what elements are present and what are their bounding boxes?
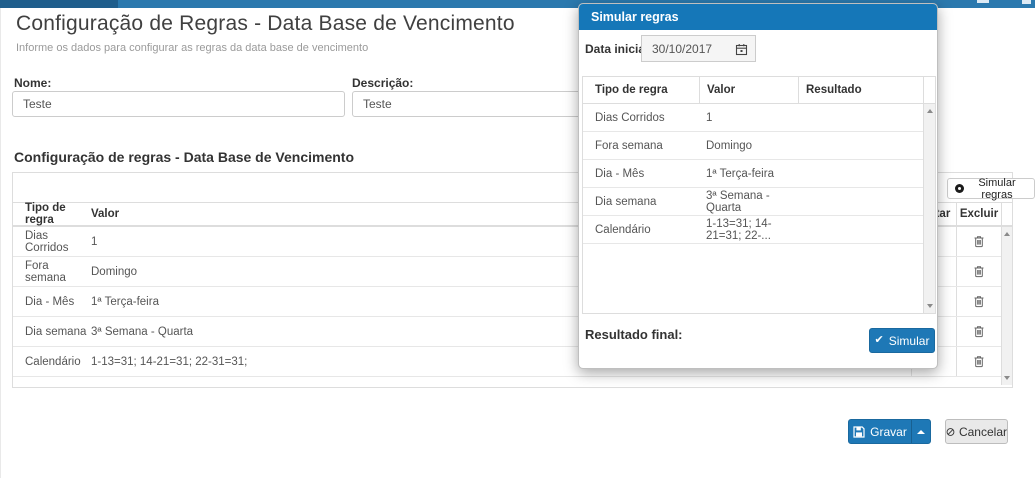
check-icon: ✔ xyxy=(874,334,884,346)
table-row: Calendário 1-13=31; 14-21=31; 22-31=31; xyxy=(13,347,1012,377)
cell-valor: Domingo xyxy=(91,265,138,278)
cell-tipo: Fora semana xyxy=(25,259,66,284)
nome-label: Nome: xyxy=(14,76,52,90)
table-row: Dia semana 3ª Semana - Quarta xyxy=(13,317,1012,347)
cell-tipo: Dia semana xyxy=(25,325,87,338)
gravar-dropup-toggle[interactable] xyxy=(911,420,930,443)
cell-tipo: Dias Corridos xyxy=(25,229,69,254)
modal-title: Simular regras xyxy=(579,4,937,30)
cell-valor: 1 xyxy=(91,235,98,248)
header-resultado: Resultado xyxy=(798,77,923,103)
cell-tipo: Dias Corridos xyxy=(595,111,665,124)
table-row: Fora semana Domingo xyxy=(583,132,935,160)
ban-icon xyxy=(946,427,955,436)
rules-table-body: Dias Corridos 1 Fora semana Domingo Dia … xyxy=(13,227,1012,385)
table-row: Dias Corridos 1 xyxy=(583,104,935,132)
floppy-icon xyxy=(853,425,865,438)
scroll-down-icon[interactable] xyxy=(1004,376,1010,380)
simular-button[interactable]: ✔ Simular xyxy=(869,328,935,353)
simulation-table-header: Tipo de regra Valor Resultado xyxy=(583,77,935,104)
scroll-up-icon[interactable] xyxy=(926,109,933,113)
cell-valor: 1-13=31; 14-21=31; 22-... xyxy=(706,217,772,242)
cell-valor: Domingo xyxy=(706,139,753,152)
table-row: Dia - Mês 1ª Terça-feira xyxy=(583,160,935,188)
cell-tipo: Calendário xyxy=(25,355,81,368)
simular-regras-button[interactable]: Simular regras xyxy=(947,176,1035,201)
cancelar-button[interactable]: Cancelar xyxy=(945,419,1008,444)
cell-tipo: Calendário xyxy=(595,223,651,236)
delete-button[interactable] xyxy=(956,257,1001,286)
nome-input[interactable] xyxy=(12,91,345,117)
page-subtitle: Informe os dados para configurar as regr… xyxy=(16,42,369,54)
cell-valor: 3ª Semana - Quarta xyxy=(706,189,770,214)
trash-icon xyxy=(974,356,984,368)
delete-button[interactable] xyxy=(956,287,1001,316)
caret-up-icon xyxy=(917,429,925,434)
scroll-down-icon[interactable] xyxy=(926,304,933,308)
delete-button[interactable] xyxy=(956,347,1001,376)
cell-tipo: Fora semana xyxy=(595,139,663,152)
header-valor: Valor xyxy=(91,208,120,220)
table-scrollbar[interactable] xyxy=(1001,227,1012,385)
header-tipo-de-regra: Tipo de regra xyxy=(25,202,66,226)
gravar-button-label: Gravar xyxy=(870,424,907,439)
simular-button-label: Simular xyxy=(888,333,930,348)
gravar-button[interactable]: Gravar xyxy=(849,420,911,443)
trash-icon xyxy=(974,296,984,308)
header-scroll-spacer xyxy=(923,77,935,103)
cell-tipo: Dia - Mês xyxy=(595,167,645,180)
gravar-split-button[interactable]: Gravar xyxy=(848,419,931,444)
cell-valor: 1 xyxy=(706,111,713,124)
trash-icon xyxy=(974,236,984,248)
header-scroll-spacer xyxy=(1001,203,1012,225)
header-valor: Valor xyxy=(699,77,798,103)
rules-section-title: Configuração de regras - Data Base de Ve… xyxy=(14,149,354,165)
header-excluir: Excluir xyxy=(956,203,1001,225)
simular-regras-modal: Simular regras Data inicial : Tipo de re… xyxy=(578,3,938,369)
cell-tipo: Dia semana xyxy=(595,195,657,208)
cell-valor: 3ª Semana - Quarta xyxy=(91,325,194,338)
record-icon xyxy=(955,184,964,193)
calendar-icon[interactable] xyxy=(735,43,748,56)
table-row: Calendário 1-13=31; 14-21=31; 22-... xyxy=(583,216,935,244)
cell-valor: 1ª Terça-feira xyxy=(706,167,774,180)
simulation-table-body: Dias Corridos 1 Fora semana Domingo Dia … xyxy=(583,104,935,313)
page-title: Configuração de Regras - Data Base de Ve… xyxy=(16,12,515,35)
header-tipo-de-regra: Tipo de regra xyxy=(595,84,668,96)
navbar-brand-fragment xyxy=(0,0,118,8)
table-scrollbar[interactable] xyxy=(923,104,935,313)
navbar-icon-fragment xyxy=(1022,0,1031,4)
page-left-border xyxy=(0,8,1,478)
cell-valor: 1-13=31; 14-21=31; 22-31=31; xyxy=(91,355,248,368)
trash-icon xyxy=(974,266,984,278)
navbar-icon-fragment xyxy=(977,0,989,3)
simulation-table: Tipo de regra Valor Resultado Dias Corri… xyxy=(582,76,936,314)
cell-valor: 1ª Terça-feira xyxy=(91,295,159,308)
resultado-final-label: Resultado final: xyxy=(585,327,683,342)
table-row: Dia semana 3ª Semana - Quarta xyxy=(583,188,935,216)
data-inicial-field xyxy=(641,35,756,62)
simular-regras-button-label: Simular regras xyxy=(978,176,1016,201)
trash-icon xyxy=(974,326,984,338)
cell-tipo: Dia - Mês xyxy=(25,295,75,308)
top-navbar xyxy=(0,0,1035,8)
data-inicial-label: Data inicial : xyxy=(585,42,656,56)
table-row: Dias Corridos 1 xyxy=(13,227,1012,257)
scroll-up-icon[interactable] xyxy=(1004,232,1010,236)
descricao-label: Descrição: xyxy=(352,76,414,90)
delete-button[interactable] xyxy=(956,317,1001,346)
delete-button[interactable] xyxy=(956,227,1001,256)
cancelar-button-label: Cancelar xyxy=(958,424,1007,439)
